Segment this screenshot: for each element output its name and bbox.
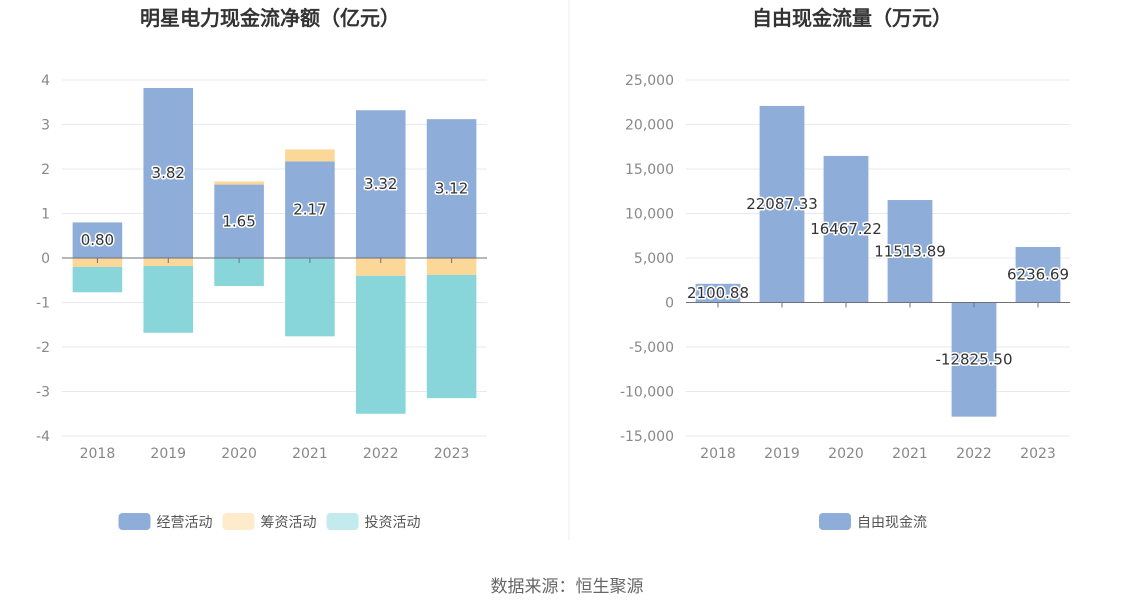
x-tick-label: 2020 [828, 446, 864, 462]
bar-经营活动-2020 [214, 184, 264, 258]
data-source: 数据来源：恒生聚源 [491, 577, 644, 597]
x-tick-label: 2021 [892, 446, 928, 462]
cashflow-y-axis: 4 3 2 1 0 -1 -2 -3 -4 [36, 73, 50, 445]
data-label: 16467.22 [810, 220, 882, 238]
free-cashflow-bars [686, 105, 1070, 417]
x-tick-label: 2023 [434, 446, 470, 462]
bar-投资活动-2019 [143, 266, 194, 333]
x-tick-label: 2019 [150, 446, 186, 462]
data-label: 3.12 [435, 180, 468, 198]
y-tick-label: -4 [36, 429, 50, 445]
bar-投资活动-2023 [426, 274, 477, 399]
bar-筹资活动-2022 [355, 258, 406, 276]
y-tick-label: 5,000 [634, 251, 674, 267]
bar-经营活动-2023 [426, 119, 477, 258]
y-tick-label: -3 [36, 385, 50, 401]
x-tick-label: 2022 [363, 446, 399, 462]
legend-swatch [819, 513, 851, 530]
bar-自由现金流-2018 [695, 283, 741, 303]
bar-筹资活动-2023 [426, 258, 477, 275]
data-label: 3.32 [364, 175, 397, 193]
data-label: 22087.33 [746, 195, 818, 213]
bar-自由现金流-2022 [951, 302, 997, 417]
bar-经营活动-2021 [285, 161, 335, 258]
bar-经营活动-2022 [355, 110, 406, 258]
x-tick-label: 2018 [700, 446, 736, 462]
y-tick-label: 4 [41, 73, 50, 89]
data-label: 2.17 [293, 201, 326, 219]
y-tick-label: 25,000 [625, 73, 674, 89]
y-tick-label: 20,000 [625, 118, 674, 134]
legend-item-投资活动[interactable]: 投资活动 [326, 513, 421, 531]
y-tick-label: -10,000 [620, 385, 674, 401]
data-label: 0.80 [81, 231, 114, 249]
bar-投资活动-2021 [285, 258, 335, 337]
data-label: 1.65 [222, 212, 255, 230]
legend-item-经营活动[interactable]: 经营活动 [118, 513, 213, 531]
y-tick-label: 1 [41, 207, 50, 223]
legend-item-筹资活动[interactable]: 筹资活动 [222, 513, 317, 531]
bar-筹资活动-2020 [214, 181, 264, 185]
y-tick-label: -5,000 [629, 340, 674, 356]
data-label: -12825.50 [936, 351, 1013, 369]
data-label: 11513.89 [874, 242, 946, 260]
bar-投资活动-2018 [72, 266, 123, 293]
legend-swatch [118, 513, 151, 530]
free-cashflow-legend: 自由现金流 [819, 513, 927, 531]
x-tick-label: 2022 [956, 446, 992, 462]
x-tick-label: 2019 [764, 446, 800, 462]
free-cashflow-data-labels: 2100.88 22087.33 16467.22 11513.89 -12825.50… [685, 194, 1070, 370]
free-cashflow-y-axis: 25,000 20,000 15,000 10,000 5,000 0 -5,000 -10,… [620, 73, 674, 445]
bar-自由现金流-2019 [759, 105, 805, 303]
y-tick-label: 3 [41, 118, 50, 134]
cashflow-bars [62, 88, 487, 414]
data-label: 3.82 [152, 164, 185, 182]
y-tick-label: 0 [665, 296, 674, 312]
legend-label: 筹资活动 [261, 514, 317, 531]
y-tick-label: -2 [36, 340, 50, 356]
bar-自由现金流-2020 [823, 155, 869, 303]
cashflow-chart-title: 明星电力现金流净额（亿元） [140, 6, 400, 30]
data-label: 2100.88 [687, 284, 749, 302]
x-tick-label: 2018 [80, 446, 116, 462]
cashflow-data-labels: 0.80 3.82 1.65 2.17 3.32 3.12 [79, 163, 470, 251]
legend-label: 经营活动 [157, 515, 213, 531]
legend-label: 投资活动 [365, 515, 421, 531]
y-tick-label: 2 [41, 162, 50, 178]
bar-自由现金流-2021 [887, 200, 933, 303]
x-tick-label: 2020 [221, 446, 257, 462]
legend-label: 自由现金流 [857, 515, 927, 531]
bar-筹资活动-2021 [285, 149, 335, 162]
free-cashflow-x-axis: 2018 2019 2020 2021 2022 2023 [700, 302, 1056, 462]
x-tick-label: 2021 [292, 446, 328, 462]
data-label: 6236.69 [1007, 266, 1069, 284]
cashflow-legend: 经营活动 筹资活动 投资活动 [118, 513, 421, 531]
legend-swatch [326, 513, 359, 530]
cashflow-chart: 明星电力现金流净额（亿元） 4 3 2 1 0 -1 -2 -3 -4 2018 2019 2020… [36, 6, 487, 531]
x-tick-label: 2023 [1020, 446, 1056, 462]
y-tick-label: -1 [36, 296, 50, 312]
free-cashflow-chart: 自由现金流量（万元） 25,000 20,000 15,000 10,000 5,000… [620, 6, 1071, 531]
bar-经营活动-2019 [143, 88, 194, 258]
y-tick-label: -15,000 [620, 429, 674, 445]
free-cashflow-chart-title: 自由现金流量（万元） [752, 6, 952, 30]
bar-投资活动-2022 [355, 275, 406, 414]
y-tick-label: 0 [41, 251, 50, 267]
bar-经营活动-2018 [72, 222, 123, 258]
cashflow-x-axis: 2018 2019 2020 2021 2022 2023 [80, 258, 470, 462]
legend-swatch [222, 513, 255, 530]
legend-item-自由现金流[interactable]: 自由现金流 [819, 513, 927, 531]
y-tick-label: 10,000 [625, 207, 674, 223]
bar-自由现金流-2023 [1015, 246, 1061, 303]
y-tick-label: 15,000 [625, 162, 674, 178]
